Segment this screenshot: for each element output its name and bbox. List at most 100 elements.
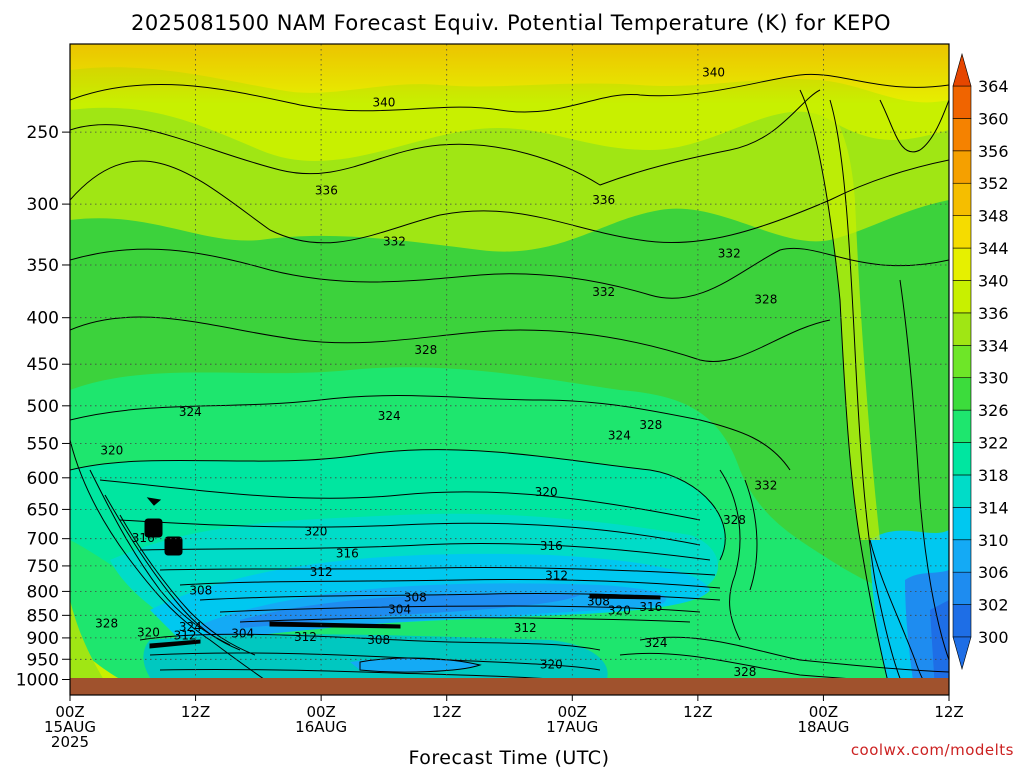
contour-label: 340 bbox=[702, 66, 725, 80]
contour-label: 324 bbox=[608, 428, 631, 442]
colorbar-swatch bbox=[952, 150, 972, 184]
y-tick-label: 600 bbox=[27, 469, 59, 489]
colorbar-label: 336 bbox=[978, 304, 1009, 323]
contour-label: 320 bbox=[535, 485, 558, 499]
x-tick-label: 16AUG bbox=[295, 718, 347, 736]
contour-label: 316 bbox=[639, 600, 662, 614]
colorbar-label: 340 bbox=[978, 271, 1009, 290]
chart-title: 2025081500 NAM Forecast Equiv. Potential… bbox=[131, 11, 891, 35]
colorbar-swatch bbox=[952, 539, 972, 573]
y-tick-label: 550 bbox=[27, 434, 59, 454]
theta-e-field bbox=[70, 44, 949, 695]
y-tick-label: 700 bbox=[27, 530, 59, 550]
colorbar-swatch bbox=[952, 280, 972, 314]
colorbar-label: 344 bbox=[978, 239, 1009, 258]
contour-label: 328 bbox=[754, 293, 777, 307]
colorbar-swatch bbox=[952, 377, 972, 411]
contour-label: 304 bbox=[388, 602, 411, 616]
y-tick-label: 1000 bbox=[16, 671, 59, 691]
contour-label: 320 bbox=[540, 658, 563, 672]
colorbar-swatch bbox=[952, 409, 972, 443]
colorbar-swatch bbox=[952, 474, 972, 508]
colorbar-swatch bbox=[952, 182, 972, 216]
y-tick-label: 800 bbox=[27, 582, 59, 602]
contour-label: 332 bbox=[754, 479, 777, 493]
contour-label: 308 bbox=[189, 583, 212, 597]
colorbar-swatch bbox=[952, 442, 972, 476]
colorbar-label: 310 bbox=[978, 531, 1009, 550]
colorbar-label: 300 bbox=[978, 628, 1009, 647]
contour-label: 324 bbox=[645, 636, 668, 650]
colorbar-label: 322 bbox=[978, 434, 1009, 453]
colorbar-swatch bbox=[952, 571, 972, 605]
contour-label: 328 bbox=[723, 513, 746, 527]
contour-label: 332 bbox=[592, 285, 615, 299]
contour-label: 324 bbox=[378, 409, 401, 423]
contour-label: 308 bbox=[367, 633, 390, 647]
colorbar-swatch bbox=[952, 604, 972, 638]
colorbar-label: 334 bbox=[978, 336, 1009, 355]
contour-label: 316 bbox=[336, 547, 359, 561]
x-tick-label: 00Z bbox=[306, 703, 335, 721]
colorbar-label: 330 bbox=[978, 369, 1009, 388]
contour-label: 312 bbox=[174, 628, 197, 642]
contour-label: 324 bbox=[179, 405, 202, 419]
watermark: coolwx.com/modelts bbox=[851, 741, 1014, 759]
x-tick-label: 12Z bbox=[934, 703, 963, 721]
colorbar-label: 356 bbox=[978, 142, 1009, 161]
colorbar-label: 364 bbox=[978, 77, 1009, 96]
y-tick-label: 850 bbox=[27, 606, 59, 626]
contour-lines bbox=[70, 73, 949, 691]
colorbar-label: 302 bbox=[978, 596, 1009, 615]
colorbar-max-arrow bbox=[952, 52, 972, 87]
contour-label: 320 bbox=[608, 604, 631, 618]
colorbar-swatch bbox=[952, 344, 972, 379]
contour-label: 328 bbox=[414, 343, 437, 357]
contour-label: 308 bbox=[587, 595, 610, 609]
y-tick-label: 350 bbox=[27, 256, 59, 276]
contour-label: 332 bbox=[383, 235, 406, 249]
contour-label: 320 bbox=[100, 444, 123, 458]
contour-label: 316 bbox=[540, 539, 563, 553]
x-axis-title: Forecast Time (UTC) bbox=[409, 747, 610, 768]
y-tick-label: 500 bbox=[27, 397, 59, 417]
contour-label: 320 bbox=[304, 524, 327, 538]
x-tick-label: 12Z bbox=[432, 703, 461, 721]
x-tick-label: 15AUG bbox=[44, 718, 96, 736]
x-tick-label: 2025 bbox=[51, 733, 89, 751]
y-axis: 250 300 350 400 450 500 550 600 650 700 750 800 850 9… bbox=[16, 123, 70, 691]
contour-label: 316 bbox=[132, 531, 155, 545]
colorbar-label: 314 bbox=[978, 498, 1009, 517]
ground-strip bbox=[70, 678, 949, 695]
contour-label: 312 bbox=[294, 630, 317, 644]
contour-label: 312 bbox=[514, 621, 537, 635]
y-tick-label: 300 bbox=[27, 195, 59, 215]
colorbar-swatch bbox=[952, 85, 972, 119]
x-tick-label: 00Z bbox=[558, 703, 587, 721]
colorbar-label: 348 bbox=[978, 207, 1009, 226]
y-tick-label: 400 bbox=[27, 309, 59, 329]
x-tick-label: 00Z bbox=[809, 703, 838, 721]
x-tick-label: 18AUG bbox=[797, 718, 849, 736]
contour-label: 320 bbox=[137, 626, 160, 640]
plot-frame bbox=[69, 43, 950, 696]
y-tick-label: 950 bbox=[27, 650, 59, 670]
contour-label: 340 bbox=[372, 96, 395, 110]
contour-label: 312 bbox=[545, 568, 568, 582]
contour-label: 324 bbox=[179, 620, 202, 634]
colorbar-swatch bbox=[952, 215, 972, 249]
contour-label: 304 bbox=[231, 626, 254, 640]
colorbar-label: 318 bbox=[978, 466, 1009, 485]
colorbar-swatch bbox=[952, 247, 972, 281]
colorbar-swatch bbox=[952, 118, 972, 152]
y-tick-label: 750 bbox=[27, 557, 59, 577]
contour-label: 336 bbox=[592, 193, 615, 207]
x-tick-label: 12Z bbox=[683, 703, 712, 721]
y-tick-label: 250 bbox=[27, 123, 59, 143]
y-tick-label: 450 bbox=[27, 355, 59, 375]
x-tick-label: 17AUG bbox=[546, 718, 598, 736]
colorbar-label: 352 bbox=[978, 174, 1009, 193]
y-tick-label: 900 bbox=[27, 629, 59, 649]
